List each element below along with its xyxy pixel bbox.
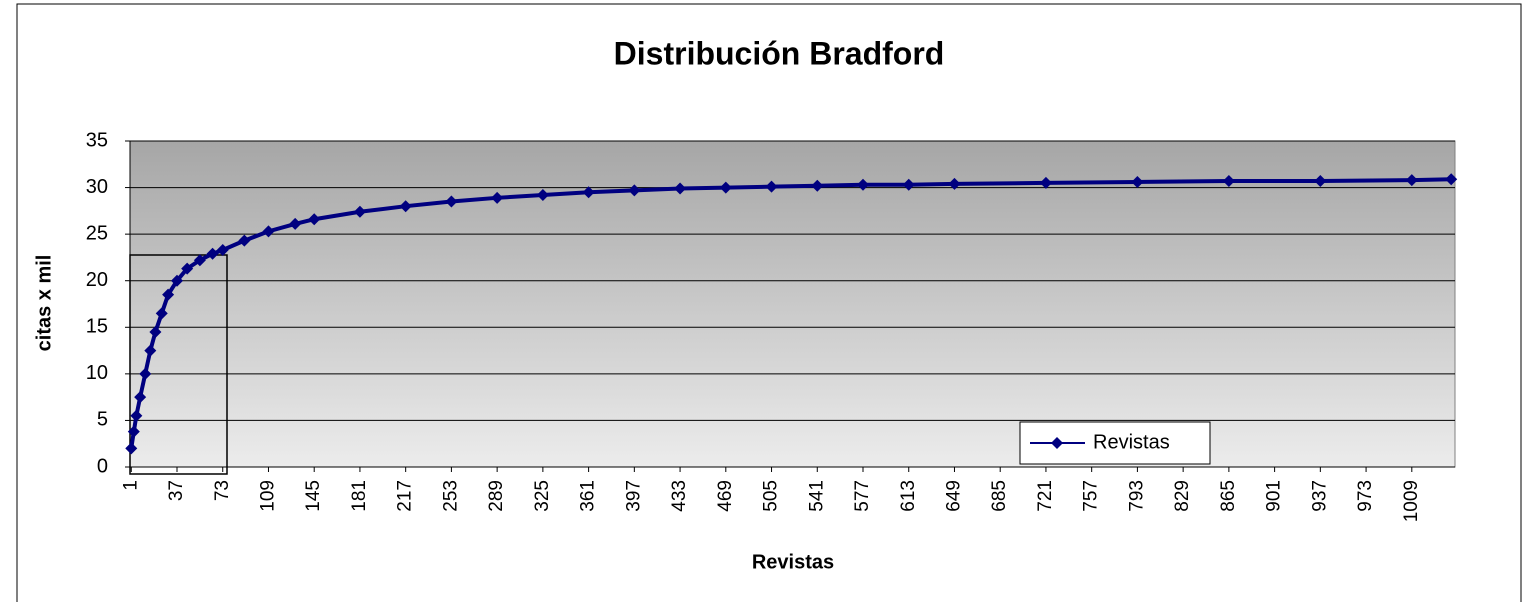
- y-tick-label: 25: [86, 222, 108, 244]
- x-tick-label: 325: [532, 480, 553, 512]
- data-point: [262, 225, 275, 238]
- data-point: [134, 391, 147, 404]
- x-tick-label: 901: [1264, 480, 1285, 512]
- x-tick-label: 289: [486, 480, 507, 512]
- data-point: [1222, 175, 1235, 188]
- x-tick-label: 757: [1081, 480, 1102, 512]
- data-point: [674, 182, 687, 195]
- x-tick-label: 469: [715, 480, 736, 512]
- x-tick-label: 181: [349, 480, 370, 512]
- data-point: [308, 213, 321, 226]
- data-point: [139, 367, 152, 380]
- data-point: [238, 234, 251, 247]
- data-point: [1039, 176, 1052, 189]
- data-point: [206, 247, 219, 260]
- x-tick-label: 253: [440, 480, 461, 512]
- data-point: [491, 191, 504, 204]
- y-axis-title: citas x mil: [33, 255, 55, 352]
- x-tick-label: 505: [761, 480, 782, 512]
- data-point: [353, 205, 366, 218]
- y-tick-label: 30: [86, 176, 108, 198]
- x-tick-label: 829: [1172, 480, 1193, 512]
- data-point: [628, 184, 641, 197]
- y-tick-label: 10: [86, 362, 108, 384]
- x-tick-label: 613: [898, 480, 919, 512]
- x-tick-label: 433: [669, 480, 690, 512]
- x-tick-label: 865: [1218, 480, 1239, 512]
- x-tick-label: 1: [120, 480, 141, 491]
- x-tick-label: 541: [806, 480, 827, 512]
- x-tick-label: 397: [623, 480, 644, 512]
- data-point: [130, 409, 143, 422]
- data-point: [171, 274, 184, 287]
- x-tick-label: 37: [166, 480, 187, 501]
- data-point: [902, 178, 915, 191]
- x-tick-label: 1009: [1401, 480, 1422, 522]
- x-axis-title: Revistas: [752, 551, 834, 573]
- legend: Revistas: [1019, 421, 1211, 465]
- data-point: [289, 217, 302, 230]
- x-tick-label: 217: [395, 480, 416, 512]
- plot-area: [129, 140, 1456, 468]
- x-tick-label: 577: [852, 480, 873, 512]
- y-tick-label: 5: [97, 409, 108, 431]
- data-point: [1405, 174, 1418, 187]
- data-point: [857, 178, 870, 191]
- data-point: [445, 195, 458, 208]
- data-point: [162, 288, 175, 301]
- data-point: [125, 442, 138, 455]
- data-point: [536, 189, 549, 202]
- data-point: [127, 425, 140, 438]
- x-tick-label: 109: [257, 480, 278, 512]
- y-tick-label: 20: [86, 269, 108, 291]
- data-point: [399, 200, 412, 213]
- x-tick-label: 145: [303, 480, 324, 512]
- x-tick-label: 361: [578, 480, 599, 512]
- x-tick-label: 721: [1035, 480, 1056, 512]
- x-tick-label: 649: [943, 480, 964, 512]
- legend-label: Revistas: [1093, 431, 1170, 453]
- x-tick-label: 973: [1355, 480, 1376, 512]
- data-point: [1314, 175, 1327, 188]
- x-tick-label: 685: [989, 480, 1010, 512]
- data-point: [765, 180, 778, 193]
- y-tick-label: 15: [86, 316, 108, 338]
- x-tick-label: 793: [1126, 480, 1147, 512]
- data-point: [216, 243, 229, 256]
- data-point: [155, 307, 168, 320]
- data-point: [948, 177, 961, 190]
- chart-title: Distribución Bradford: [614, 35, 945, 71]
- data-point: [1445, 173, 1458, 186]
- data-point: [181, 262, 194, 275]
- data-point: [811, 179, 824, 192]
- x-tick-label: 73: [212, 480, 233, 501]
- data-point: [1131, 175, 1144, 188]
- data-point: [149, 325, 162, 338]
- data-point: [144, 344, 157, 357]
- data-point: [582, 186, 595, 199]
- y-tick-label: 0: [97, 455, 108, 477]
- legend-marker: [1051, 437, 1063, 449]
- data-point: [193, 254, 206, 267]
- y-tick-label: 35: [86, 129, 108, 151]
- x-tick-label: 937: [1309, 480, 1330, 512]
- data-point: [719, 181, 732, 194]
